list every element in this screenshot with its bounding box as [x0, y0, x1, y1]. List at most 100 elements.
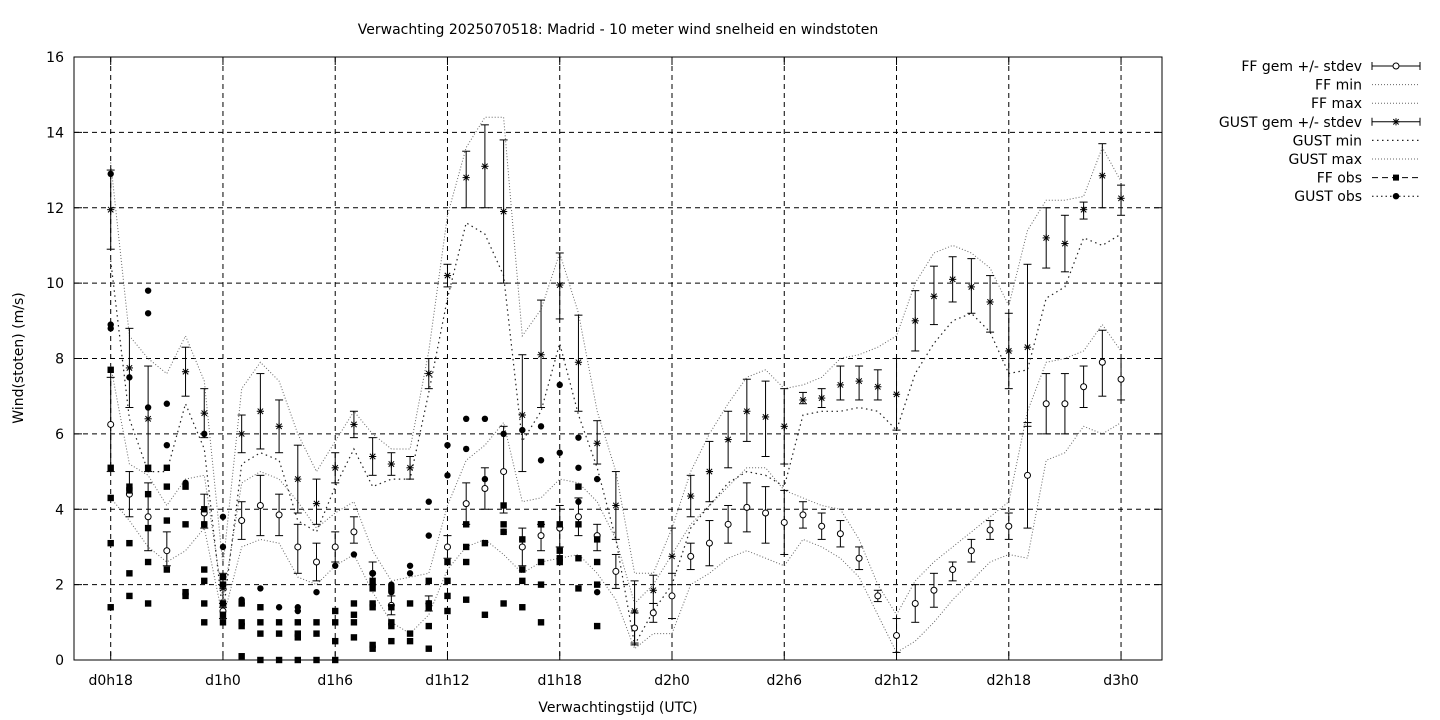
ff-gem-point — [855, 554, 863, 562]
gust-gem-point — [537, 351, 545, 359]
legend-marker — [1392, 62, 1400, 70]
ff-gem-point — [350, 528, 358, 536]
chart-title: Verwachting 2025070518: Madrid - 10 mete… — [358, 22, 878, 38]
ff-obs-point — [107, 539, 114, 547]
gust-obs-point — [556, 449, 563, 456]
gust-gem-point — [705, 467, 714, 476]
ff-obs-point — [332, 637, 339, 645]
y-tick-label: 10 — [46, 276, 64, 292]
ff-obs-point — [294, 634, 301, 641]
gust-gem-point — [369, 452, 377, 461]
ff-obs-point — [575, 521, 582, 528]
gust-obs-point — [313, 588, 320, 596]
gust-gem-point — [949, 275, 957, 283]
legend-item: GUST gem +/- stdev — [1219, 115, 1421, 131]
ff-obs-point — [593, 581, 601, 588]
ff-obs-point — [332, 619, 339, 626]
gust-gem-point — [874, 383, 882, 391]
gust-obs-point — [537, 423, 545, 430]
legend: FF gem +/- stdev FF min FF max GUST gem +/-… — [1219, 59, 1421, 205]
ff-obs-point — [425, 604, 432, 611]
ff-obs-point — [369, 645, 376, 652]
ff-obs-point — [257, 604, 264, 611]
gust-obs-point — [537, 457, 545, 464]
ff-obs-point — [126, 570, 133, 577]
gust-obs-point — [163, 400, 171, 407]
gust-gem-point — [1061, 239, 1069, 248]
ff-obs-point — [350, 619, 358, 626]
ff-obs-point — [163, 566, 171, 573]
legend-item: GUST min — [1293, 133, 1420, 149]
ff-obs-point — [107, 366, 114, 374]
ff-obs-point — [500, 521, 507, 528]
gust-gem-point — [743, 407, 751, 415]
ff-obs-point — [500, 600, 507, 607]
gust-obs-point — [481, 475, 489, 483]
ff-obs-point — [575, 585, 582, 592]
gust-gem-point — [836, 381, 844, 389]
gust-gem-point — [668, 552, 676, 560]
y-axis-label: Wind(stoten) (m/s) — [11, 292, 27, 423]
ff-obs-point — [388, 637, 395, 645]
x-tick-label: d3h0 — [1103, 673, 1139, 689]
ff-gem-point — [574, 513, 582, 521]
legend-item: GUST max — [1289, 152, 1420, 168]
gust-gem-point — [294, 475, 302, 483]
ff-obs-point — [219, 600, 227, 607]
gust-obs-point — [144, 287, 152, 294]
ff-gem-point — [238, 517, 246, 525]
gust-gem-point — [1098, 172, 1106, 180]
gust-obs-point — [182, 479, 189, 487]
gust-gem-point — [892, 390, 901, 398]
gust-obs-point — [219, 543, 227, 551]
ff-gem-point — [443, 543, 451, 551]
ff-gem-point — [1080, 383, 1088, 391]
ff-obs-point — [313, 630, 320, 637]
legend-label: GUST gem +/- stdev — [1219, 115, 1362, 131]
ff-obs-point — [519, 577, 526, 585]
ff-obs-point — [519, 566, 526, 573]
ff-obs-point — [444, 577, 451, 585]
gust-obs-point — [406, 562, 414, 569]
gust-gem-point — [275, 422, 283, 430]
x-tick-label: d1h0 — [205, 673, 241, 689]
gust-obs-point — [257, 585, 264, 592]
gust-gem-point — [1005, 347, 1013, 355]
ff-gem-point — [1042, 400, 1050, 408]
gust-gem-point — [443, 271, 452, 280]
legend-label: FF min — [1315, 78, 1362, 94]
ff-obs-point — [350, 634, 358, 641]
data-points — [107, 162, 1125, 664]
axis-ticks: 0 2 4 6 8 10 12 14 16 d0h18 d1h0 d1h6 d1h12 d1h18 d2h0… — [46, 50, 1162, 689]
ff-min-line — [110, 422, 1122, 654]
ff-gem-point — [163, 547, 171, 555]
gust-gem-point — [181, 368, 190, 376]
ff-obs-point — [593, 622, 601, 630]
ff-obs-point — [462, 558, 470, 566]
ff-obs-point — [257, 630, 264, 637]
gust-obs-point — [275, 604, 283, 611]
gust-gem-point — [107, 206, 115, 214]
gust-obs-point — [462, 445, 470, 453]
gust-gem-point — [724, 435, 732, 444]
gust-obs-point — [369, 581, 376, 588]
legend-marker — [1393, 174, 1399, 181]
ff-gem-point — [818, 522, 826, 530]
legend-marker — [1392, 193, 1400, 200]
ff-obs-point — [425, 600, 432, 607]
legend-label: FF gem +/- stdev — [1241, 59, 1362, 75]
ff-obs-point — [182, 588, 189, 596]
ff-obs-point — [462, 543, 470, 551]
y-tick-label: 2 — [55, 578, 64, 594]
ff-obs-point — [107, 604, 114, 611]
ff-gem-point — [107, 420, 115, 428]
ff-obs-point — [369, 604, 376, 611]
ff-obs-point — [593, 558, 601, 566]
ff-obs-point — [201, 577, 208, 585]
ff-gem-point — [687, 552, 695, 560]
ff-obs-point — [537, 521, 545, 528]
gust-obs-point — [350, 551, 358, 558]
gust-gem-point — [761, 413, 770, 421]
gust-gem-point — [911, 317, 919, 325]
ff-gem-point — [930, 586, 938, 594]
